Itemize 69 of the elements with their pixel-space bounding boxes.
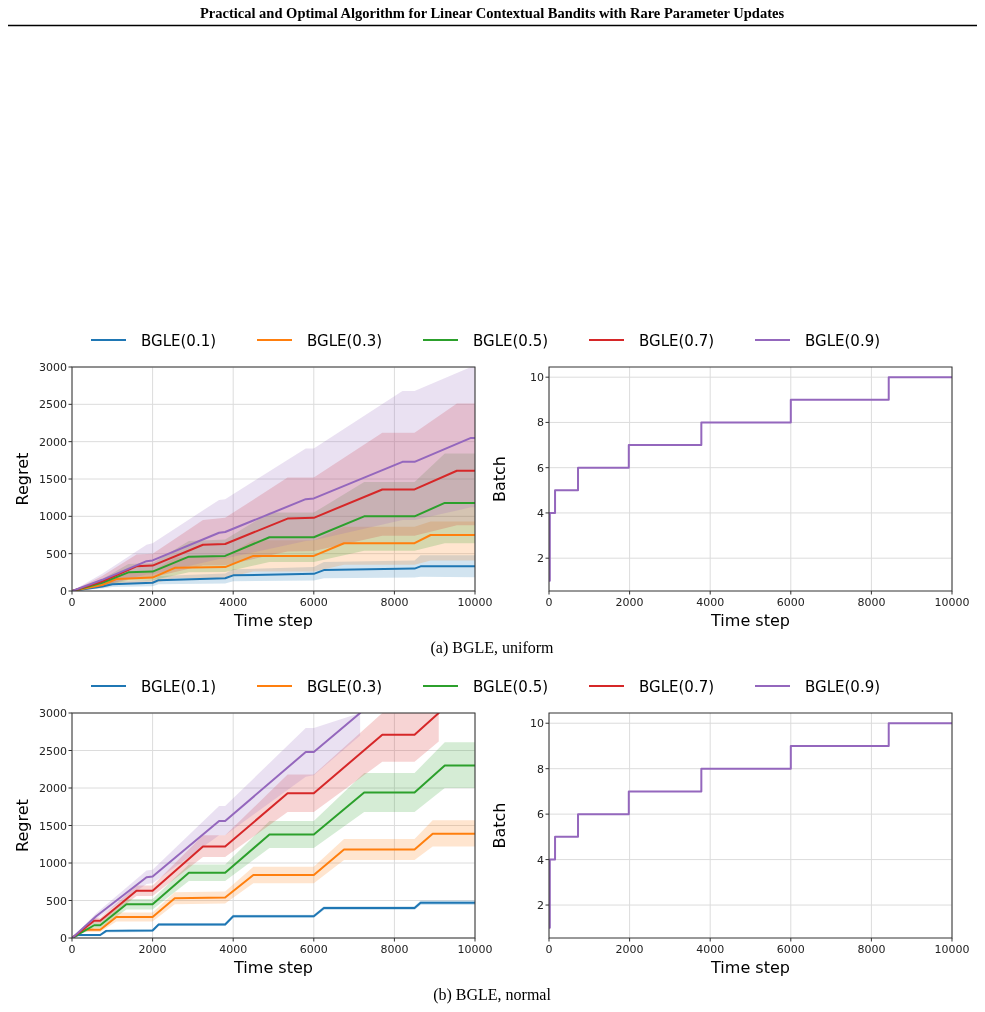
x-tick-label: 2000 [615,596,644,609]
x-tick-label: 0 [68,596,76,609]
x-tick-label: 0 [545,943,553,956]
legend-label: BGLE(0.1) [141,677,217,696]
y-tick-label: 10 [530,371,544,385]
legend-label: BGLE(0.1) [141,331,217,350]
legend-label: BGLE(0.7) [639,331,715,350]
x-axis-title: Time step [710,958,790,977]
y-tick-label: 2 [537,552,544,566]
legend-label: BGLE(0.5) [473,331,549,350]
x-tick-label: 0 [545,596,553,609]
y-tick-label: 1500 [39,819,67,833]
x-tick-label: 6000 [299,943,328,956]
x-tick-label: 4000 [696,943,725,956]
x-tick-label: 8000 [380,943,409,956]
y-tick-label: 3000 [39,707,67,720]
y-tick-label: 1000 [39,857,67,870]
y-tick-label: 6 [537,461,544,475]
x-tick-label: 6000 [776,596,805,609]
y-tick-label: 1500 [39,473,67,486]
x-tick-label: 8000 [857,596,886,609]
y-tick-label: 10 [530,717,544,731]
x-axis-title: Time step [233,958,313,977]
x-tick-label: 8000 [857,943,886,956]
chart-title: Practical and Optimal Algorithm for Linear Contextual Bandits with Rare Parameter Updates [199,5,785,21]
y-axis-title: Regret [13,799,32,852]
x-tick-label: 10000 [934,943,970,956]
x-tick-label: 2000 [138,596,167,609]
y-tick-label: 2500 [39,398,67,412]
x-axis-title: Time step [233,611,313,630]
y-tick-label: 2000 [39,435,67,449]
y-tick-label: 4 [537,506,544,520]
x-tick-label: 4000 [696,596,725,609]
y-tick-label: 8 [537,762,544,776]
text: (b) BGLE, normal [433,986,552,1004]
y-tick-label: 2000 [39,782,67,795]
x-tick-label: 10000 [457,596,493,609]
x-tick-label: 10000 [457,943,493,956]
x-tick-label: 6000 [299,596,328,609]
x-tick-label: 0 [68,943,76,956]
y-tick-label: 8 [537,416,544,430]
y-tick-label: 1000 [39,510,67,524]
x-tick-label: 6000 [776,943,805,956]
x-tick-label: 2000 [615,943,644,956]
legend-label: BGLE(0.9) [805,331,881,350]
legend-label: BGLE(0.7) [639,677,715,696]
x-tick-label: 10000 [934,596,970,609]
y-tick-label: 0 [60,585,67,598]
y-axis-title: Regret [13,452,32,506]
y-tick-label: 3000 [39,361,67,374]
legend-label: BGLE(0.5) [473,677,549,696]
y-tick-label: 0 [60,932,67,945]
y-tick-label: 500 [46,547,67,561]
legend-label: BGLE(0.3) [307,677,383,696]
legend-label: BGLE(0.3) [307,331,383,350]
y-tick-label: 500 [46,894,67,908]
y-tick-label: 2500 [39,744,67,758]
x-tick-label: 8000 [380,596,409,609]
y-axis-title: Batch [490,456,509,502]
y-axis-title: Batch [490,802,509,849]
y-tick-label: 4 [537,853,544,867]
y-tick-label: 2 [537,899,544,913]
x-axis-title: Time step [710,611,790,630]
x-tick-label: 2000 [138,943,167,956]
y-tick-label: 6 [537,808,544,822]
x-tick-label: 4000 [219,943,248,956]
x-tick-label: 4000 [219,596,248,609]
text: (a) BGLE, uniform [430,639,555,657]
legend-label: BGLE(0.9) [805,677,881,696]
